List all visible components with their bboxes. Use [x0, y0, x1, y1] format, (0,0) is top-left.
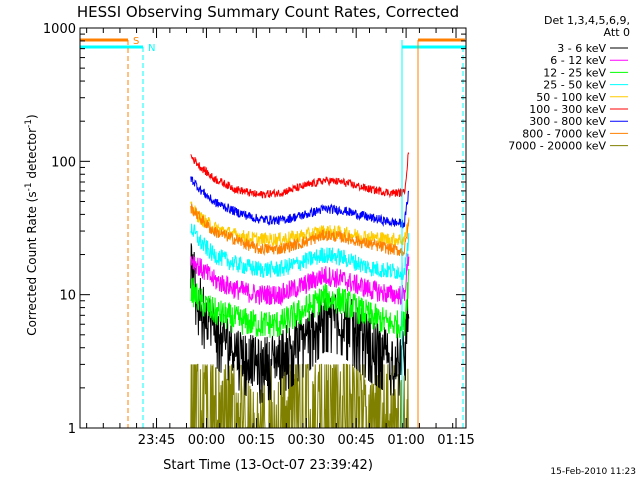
footer-date: 15-Feb-2010 11:23	[550, 467, 636, 477]
saa-flag-label: S	[133, 36, 139, 47]
x-tick-label-1: 00:00	[188, 433, 225, 448]
x-axis-label: Start Time (13-Oct-07 23:39:42)	[163, 458, 373, 473]
series-line-8	[190, 363, 409, 429]
x-tick-label-0: 23:45	[138, 433, 175, 448]
legend-header-line2: Att 0	[604, 26, 630, 39]
series-line-7	[190, 203, 410, 257]
plot-axes: 1 10 100 1000 23:45 00:00 00:15 00:30 00:45 01:00…	[43, 22, 475, 448]
y-tick-label-3: 1000	[43, 22, 76, 37]
legend-label-6: 300 - 800 keV	[529, 115, 606, 128]
legend-label-3: 25 - 50 keV	[543, 79, 606, 92]
legend-label-7: 800 - 7000 keV	[522, 127, 606, 140]
legend-header-line1: Det 1,3,4,5,6,9,	[544, 14, 630, 27]
x-tick-label-3: 00:30	[288, 433, 325, 448]
y-tick-label-2: 100	[51, 155, 76, 170]
y-axis-label: Corrected Count Rate (s-1 detector-1)	[24, 114, 39, 335]
chart-title: HESSI Observing Summary Count Rates, Cor…	[77, 3, 459, 21]
x-tick-label-2: 00:15	[238, 433, 275, 448]
x-tick-label-5: 01:00	[387, 433, 424, 448]
series-line-4	[190, 201, 410, 247]
series-line-1	[190, 253, 410, 307]
x-tick-label-6: 01:15	[437, 433, 474, 448]
legend-label-4: 50 - 100 keV	[536, 91, 606, 104]
y-tick-label-0: 1	[68, 422, 76, 437]
series-line-5	[190, 151, 410, 199]
series-line-2	[190, 268, 410, 339]
night-flag-label: N	[148, 43, 155, 54]
series-line-3	[190, 223, 410, 280]
plot-data-layer: SN	[80, 36, 466, 429]
legend-label-2: 12 - 25 keV	[543, 66, 606, 79]
plot-frame	[79, 27, 467, 429]
legend-label-0: 3 - 6 keV	[557, 42, 606, 55]
y-tick-label-1: 10	[59, 289, 76, 304]
legend-label-8: 7000 - 20000 keV	[508, 140, 606, 153]
series-line-6	[190, 176, 410, 229]
legend-label-5: 100 - 300 keV	[529, 103, 606, 116]
x-tick-label-4: 00:45	[337, 433, 374, 448]
legend-label-1: 6 - 12 keV	[550, 54, 606, 67]
